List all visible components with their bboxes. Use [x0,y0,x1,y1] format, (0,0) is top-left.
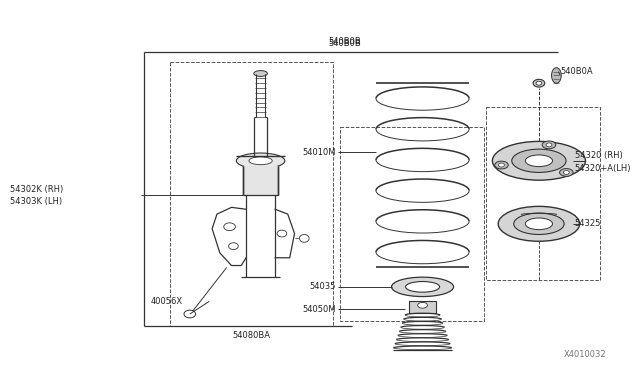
Text: 540B0B: 540B0B [328,37,362,46]
Ellipse shape [236,153,285,169]
Text: 54010M: 54010M [303,148,336,157]
Ellipse shape [499,163,504,167]
Ellipse shape [228,243,238,250]
Ellipse shape [277,230,287,237]
Text: 54302K (RH): 54302K (RH) [10,185,63,195]
Ellipse shape [406,282,440,292]
Ellipse shape [495,161,508,169]
Ellipse shape [224,223,236,231]
Bar [409,301,436,313]
Ellipse shape [512,149,566,173]
Ellipse shape [418,302,428,308]
Text: 540B0B: 540B0B [328,39,362,48]
Ellipse shape [552,68,561,83]
Ellipse shape [254,71,268,76]
Text: 54303K (LH): 54303K (LH) [10,197,63,206]
Text: 54325: 54325 [575,219,601,228]
Ellipse shape [536,81,542,85]
Text: 540B0A: 540B0A [560,67,593,76]
Text: 54320 (RH): 54320 (RH) [575,151,623,160]
Ellipse shape [184,310,196,318]
Text: 54320+A(LH): 54320+A(LH) [575,164,631,173]
Bar [243,166,278,195]
Ellipse shape [492,141,586,180]
Text: 54050M: 54050M [303,305,336,314]
Ellipse shape [249,157,272,165]
Text: 40056X: 40056X [151,297,183,306]
Ellipse shape [525,155,552,167]
Bar [170,62,333,326]
Text: X4010032: X4010032 [564,350,607,359]
Ellipse shape [300,234,309,242]
Text: 54080BA: 54080BA [232,331,270,340]
Ellipse shape [525,218,552,230]
Ellipse shape [546,143,552,147]
Ellipse shape [542,141,556,149]
Bar [340,127,484,321]
Bar [486,108,600,280]
Ellipse shape [514,213,564,234]
Ellipse shape [392,277,454,296]
Ellipse shape [563,170,569,174]
Ellipse shape [559,169,573,176]
Ellipse shape [533,79,545,87]
Text: 54035: 54035 [310,282,336,291]
Ellipse shape [498,206,580,241]
